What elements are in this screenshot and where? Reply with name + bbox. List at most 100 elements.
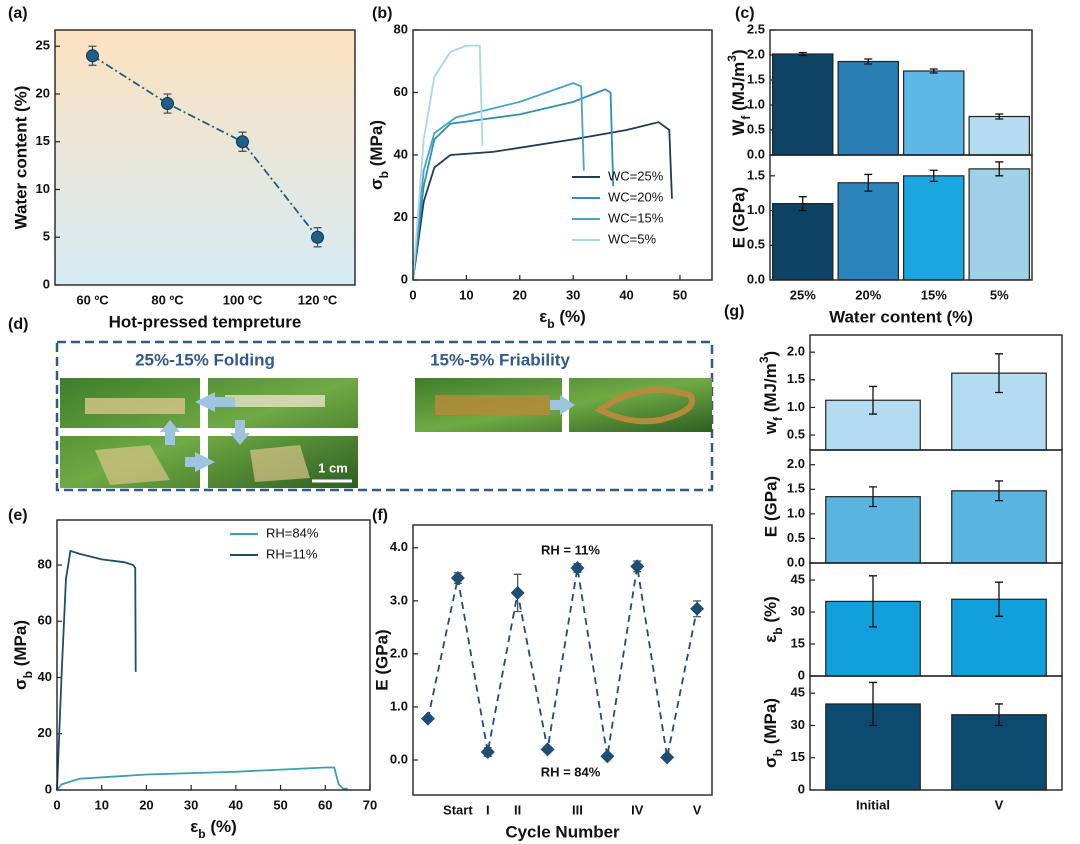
annotation: RH = 84% [541, 764, 601, 779]
axis-label-part: b [377, 171, 391, 178]
bar [825, 496, 921, 564]
y-tick-label: 0.5 [787, 427, 805, 442]
y-tick-label: 40 [38, 669, 52, 684]
x-tick-label: 0 [53, 797, 60, 812]
axis-label-part: (MJ/m [761, 363, 780, 417]
x-tick-label: 20 [513, 287, 527, 302]
marker [660, 750, 675, 765]
x-tick-label: 10 [459, 287, 473, 302]
legend-label: RH=11% [266, 546, 318, 561]
error-bar [864, 58, 873, 65]
y-tick-label: 45 [791, 685, 805, 700]
y-tick-label: 2.0 [747, 46, 765, 61]
axis-label: Water content (%) [829, 307, 973, 326]
error-bar [995, 353, 1003, 394]
x-tick-label: 20 [139, 797, 153, 812]
x-tick-label: V [693, 802, 702, 817]
x-tick-label: 30 [566, 287, 580, 302]
arrow [185, 452, 215, 472]
axis-label-part: w [761, 420, 780, 435]
x-tick-label: Initial [856, 797, 890, 812]
photo-title: 25%-15% Folding [135, 350, 275, 369]
axis-label-part: b [771, 627, 785, 634]
error-bar [869, 575, 877, 628]
series-line [412, 44, 484, 281]
axis-label-part: σ [761, 756, 780, 768]
axis-label: Cycle Number [505, 822, 620, 841]
marker [600, 749, 615, 764]
panel-label: (b) [372, 5, 392, 22]
x-tick-label: 40 [619, 287, 633, 302]
marker [86, 49, 99, 63]
photo-panel: (d) 25%-15% Folding 15%-5% Friability 1 … [8, 316, 714, 492]
x-tick-label: 10 [94, 797, 108, 812]
error-bar [995, 703, 1003, 727]
y-tick-label: 2.0 [787, 344, 805, 359]
x-tick-label: II [514, 802, 521, 817]
series-line [412, 82, 585, 281]
y-tick-label: 0 [798, 781, 805, 796]
marker [690, 601, 705, 616]
axis-label-part: f [771, 416, 785, 421]
arrow [195, 392, 235, 412]
y-tick-label: 0 [43, 276, 50, 291]
scale-bar-label: 1 cm [318, 460, 348, 475]
marker [510, 585, 525, 600]
y-tick-label: 1.0 [390, 698, 408, 713]
error-bar [995, 581, 1003, 617]
axis-label-part: ) [729, 49, 748, 55]
y-tick-label: 0 [45, 781, 52, 796]
x-tick-label: 20% [855, 287, 881, 302]
series-line [427, 566, 698, 758]
y-tick-label: 45 [791, 571, 805, 586]
error-bar [869, 486, 877, 508]
panel-label: (e) [8, 507, 28, 524]
x-tick-label: Start [443, 802, 473, 817]
error-bar [995, 480, 1003, 502]
axis-label-part: (%) [555, 307, 586, 326]
y-tick-label: 10 [36, 181, 50, 196]
error-bar [869, 385, 877, 415]
axis-label: E (GPa) [729, 187, 748, 248]
axis-label: E (GPa) [761, 476, 780, 537]
y-tick-label: 4.0 [390, 539, 408, 554]
marker [420, 711, 435, 726]
axis-label-part: (MPa) [11, 620, 30, 671]
y-tick-label: 0.5 [787, 530, 805, 545]
bar [968, 115, 1030, 156]
marker [630, 559, 645, 574]
panel-label: (g) [724, 303, 744, 320]
y-tick-label: 5 [43, 229, 50, 244]
x-tick-label: 80 ºC [151, 292, 184, 307]
plot-frame [54, 29, 356, 286]
axis-label: εb (%) [539, 307, 586, 331]
legend-label: WC=5% [608, 231, 656, 246]
y-tick-label: 0 [401, 271, 408, 286]
x-tick-label: 50 [673, 287, 687, 302]
y-tick-label: 1.0 [787, 505, 805, 520]
y-tick-label: 80 [38, 556, 52, 571]
y-tick-label: 0.0 [390, 751, 408, 766]
x-tick-label: 30 [184, 797, 198, 812]
axis-label: Hot-pressed tempreture [109, 312, 302, 331]
marker [161, 97, 174, 111]
x-tick-label: 0 [409, 287, 416, 302]
sample-film [594, 387, 695, 425]
error-bar [995, 161, 1004, 177]
legend-label: WC=25% [608, 168, 664, 183]
y-tick-label: 0.0 [747, 146, 765, 161]
error-bar [864, 173, 873, 192]
y-tick-label: 0 [798, 667, 805, 682]
marker [480, 745, 495, 760]
x-tick-label: 70 [363, 797, 377, 812]
annotation: RH = 11% [541, 542, 600, 557]
error-bar [995, 113, 1004, 120]
y-tick-label: 2.0 [390, 645, 408, 660]
axis-label: εb (%) [761, 596, 785, 643]
error-bar [929, 68, 938, 74]
y-tick-label: 3.0 [390, 592, 408, 607]
bar [837, 182, 899, 281]
bar [951, 490, 1047, 564]
sample-film [250, 445, 310, 482]
